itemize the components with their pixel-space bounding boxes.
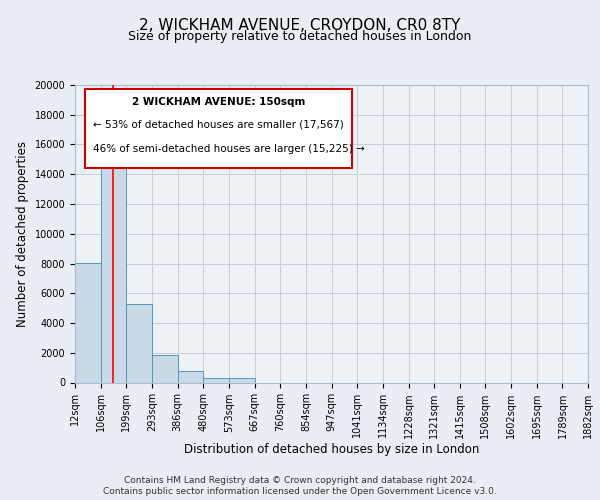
Bar	[229, 378, 254, 382]
Bar	[75, 263, 101, 382]
Text: Contains HM Land Registry data © Crown copyright and database right 2024.: Contains HM Land Registry data © Crown c…	[124, 476, 476, 485]
Text: 2 WICKHAM AVENUE: 150sqm: 2 WICKHAM AVENUE: 150sqm	[132, 97, 305, 107]
Bar	[101, 136, 127, 382]
Text: 46% of semi-detached houses are larger (15,225) →: 46% of semi-detached houses are larger (…	[93, 144, 365, 154]
Text: Size of property relative to detached houses in London: Size of property relative to detached ho…	[128, 30, 472, 43]
Bar	[203, 378, 229, 382]
Text: Contains public sector information licensed under the Open Government Licence v3: Contains public sector information licen…	[103, 488, 497, 496]
Text: 2, WICKHAM AVENUE, CROYDON, CR0 8TY: 2, WICKHAM AVENUE, CROYDON, CR0 8TY	[139, 18, 461, 32]
FancyBboxPatch shape	[85, 90, 352, 168]
Y-axis label: Number of detached properties: Number of detached properties	[16, 141, 29, 327]
Text: ← 53% of detached houses are smaller (17,567): ← 53% of detached houses are smaller (17…	[93, 119, 344, 129]
Bar	[152, 356, 178, 382]
Bar	[178, 371, 203, 382]
X-axis label: Distribution of detached houses by size in London: Distribution of detached houses by size …	[184, 444, 479, 456]
Bar	[127, 304, 152, 382]
